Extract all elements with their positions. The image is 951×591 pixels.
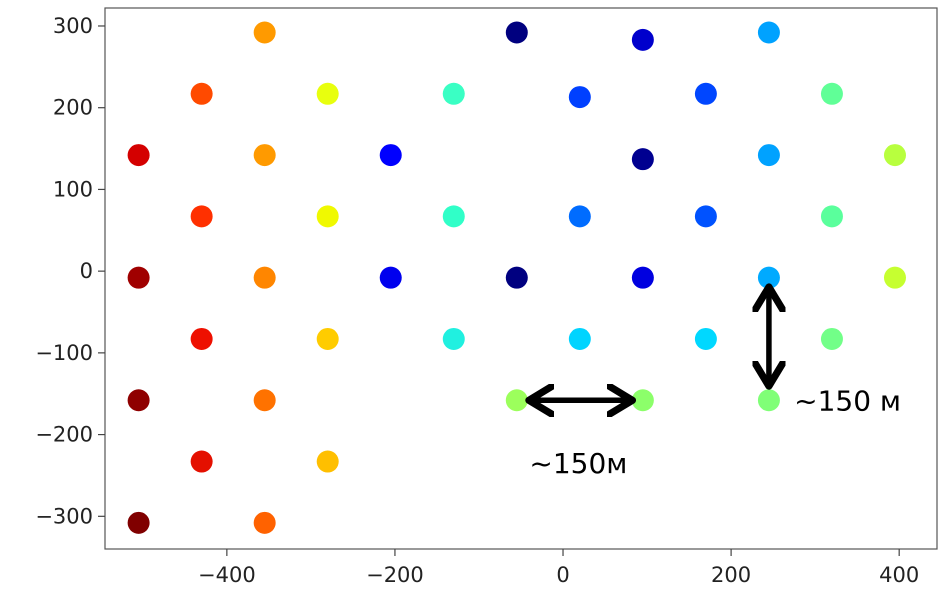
scatter-point [316,327,339,350]
y-tick-label: 100 [53,177,93,201]
scatter-point [757,21,780,44]
annotation-label: ~150 м [794,384,901,417]
scatter-point [127,389,150,412]
plot-frame [104,7,938,550]
scatter-point [442,82,465,105]
x-tick-label: −400 [198,563,256,587]
scatter-point [190,327,213,350]
scatter-point [505,21,528,44]
scatter-point [127,144,150,167]
scatter-point [820,82,843,105]
y-tick-label: 300 [53,14,93,38]
scatter-point [127,511,150,534]
x-tick-label: 0 [556,563,569,587]
annotations-layer: ~150м ~150 м [529,289,901,480]
scatter-point [820,205,843,228]
x-tick-label: −200 [366,563,424,587]
scatter-point [379,266,402,289]
scatter-point [253,21,276,44]
scatter-point [316,205,339,228]
y-tick-label: −100 [35,341,93,365]
scatter-point [820,327,843,350]
scatter-point [253,511,276,534]
scatter-point [631,389,654,412]
scatter-point [442,205,465,228]
scatter-point [442,327,465,350]
scatter-point [253,144,276,167]
scatter-point [883,266,906,289]
scatter-point [631,28,654,51]
scatter-point [190,205,213,228]
scatter-point [631,148,654,171]
x-tick-label: 200 [711,563,751,587]
scatter-point [190,82,213,105]
scatter-point [883,144,906,167]
scatter-point [694,82,717,105]
scatter-point [253,389,276,412]
scatter-point [694,205,717,228]
scatter-point [568,86,591,109]
x-tick-label: 400 [879,563,919,587]
scatter-point [757,144,780,167]
y-tick-label: −300 [35,504,93,528]
y-tick-label: 0 [80,259,93,283]
scatter-point [631,266,654,289]
scatter-point [568,205,591,228]
x-axis: −400 −200 0 200 400 [198,549,919,587]
scatter-point [694,327,717,350]
scatter-point [316,450,339,473]
scatter-point [505,389,528,412]
scatter-point [316,82,339,105]
y-axis: −300 −200 −100 0 100 200 300 [35,14,105,528]
scatter-point [127,266,150,289]
scatter-point [568,327,591,350]
scatter-point [379,144,402,167]
scatter-point [505,266,528,289]
points-layer [127,21,906,534]
scatter-point [757,266,780,289]
scatter-point [253,266,276,289]
annotation-label: ~150м [529,447,627,480]
scatter-point [190,450,213,473]
scatter-point [757,389,780,412]
y-tick-label: 200 [53,96,93,120]
y-tick-label: −200 [35,423,93,447]
